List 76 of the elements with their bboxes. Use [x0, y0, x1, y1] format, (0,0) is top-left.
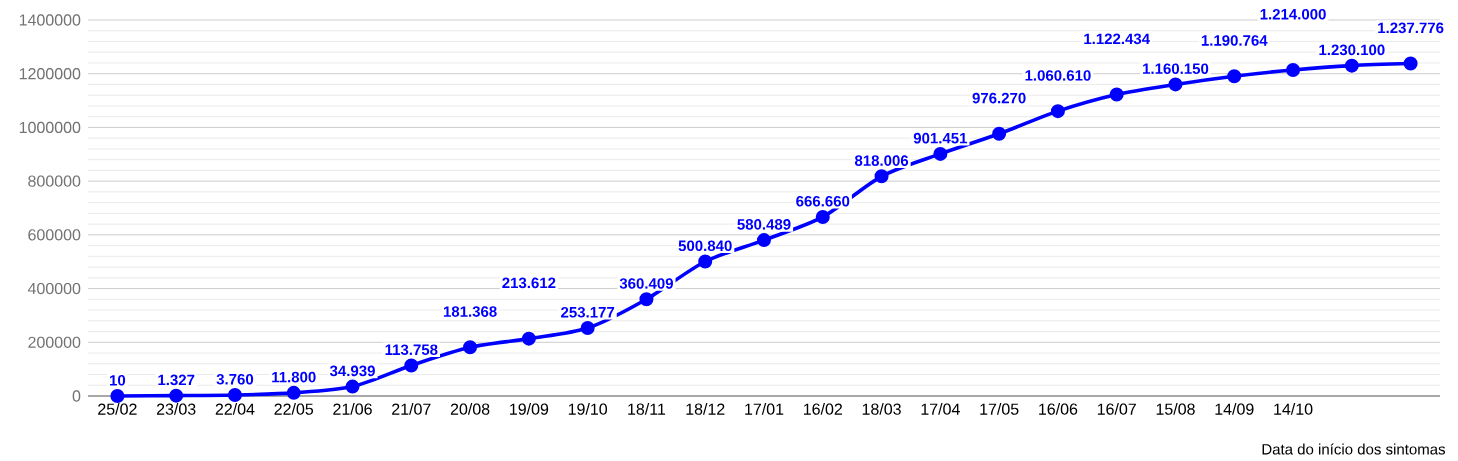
point: [1050, 104, 1065, 119]
data-label: 976.270: [972, 92, 1026, 104]
data-label: 253.177: [561, 306, 615, 318]
x-tick-label: 16/06: [1039, 403, 1078, 415]
data-label: 666.660: [796, 195, 850, 207]
x-tick-label: 16/07: [1097, 403, 1136, 415]
x-tick-label: 17/05: [980, 403, 1019, 415]
y-tick-label: 400000: [27, 282, 81, 295]
x-tick-label: 19/10: [568, 403, 608, 415]
x-tick-label: 14/09: [1215, 403, 1254, 415]
data-label: 1.160.150: [1143, 63, 1209, 75]
point: [345, 379, 360, 394]
point: [815, 209, 830, 224]
data-label: 901.451: [913, 132, 968, 144]
y-tick-label: 600000: [28, 229, 81, 241]
point: [698, 254, 713, 269]
point: [463, 340, 478, 355]
y-tick-label: 0: [72, 390, 81, 402]
data-label: 1.237.776: [1378, 22, 1444, 34]
data-label: 181.368: [443, 306, 497, 317]
point: [110, 388, 125, 403]
data-label: 11.800: [272, 371, 316, 383]
data-label: 500.840: [678, 240, 732, 252]
point: [1344, 58, 1359, 73]
point: [521, 331, 536, 346]
data-label: 10: [109, 374, 126, 386]
x-tick-label: 25/02: [98, 403, 137, 415]
data-label: 34.939: [329, 365, 375, 377]
data-label: 1.060.610: [1025, 70, 1091, 81]
data-label: 113.758: [385, 344, 438, 356]
y-tick-label: 1400000: [19, 14, 81, 26]
x-tick-label: 17/04: [921, 403, 960, 415]
x-tick-label: 18/11: [628, 403, 666, 415]
x-tick-label: 20/08: [450, 403, 490, 415]
x-tick-label: 21/06: [333, 403, 372, 415]
data-label: 1.327: [158, 374, 195, 386]
point: [1168, 77, 1183, 92]
x-tick-label: 18/12: [686, 403, 725, 415]
x-tick-label: 18/03: [862, 403, 901, 415]
x-tick-label: 16/02: [803, 403, 842, 415]
point: [227, 387, 242, 402]
point: [933, 146, 948, 161]
data-label: 818.006: [854, 155, 909, 166]
point: [580, 321, 595, 335]
point: [404, 358, 419, 373]
point: [1227, 69, 1242, 84]
data-label: 213.612: [502, 277, 556, 289]
point: [639, 292, 654, 307]
point: [874, 169, 889, 184]
point: [286, 385, 301, 400]
x-tick-label: 17/01: [745, 403, 784, 415]
data-label: 580.489: [737, 219, 791, 230]
data-label: 360.409: [619, 278, 673, 289]
x-tick-label: 23/03: [156, 403, 196, 415]
x-tick-label: 22/04: [215, 403, 255, 415]
y-tick-label: 1200000: [19, 68, 81, 80]
x-tick-label: 15/08: [1156, 403, 1195, 415]
point: [757, 233, 771, 248]
data-label: 3.760: [216, 373, 254, 385]
y-tick-label: 200000: [28, 336, 81, 348]
data-label: 1.122.434: [1084, 33, 1150, 45]
data-label: 1.190.764: [1201, 35, 1268, 46]
point: [1109, 87, 1124, 102]
x-tick-label: 21/07: [392, 403, 431, 415]
y-tick-label: 1000000: [19, 121, 81, 134]
data-label: 1.230.100: [1319, 44, 1385, 56]
y-tick-label: 800000: [28, 175, 81, 187]
point: [1403, 56, 1418, 71]
point: [169, 388, 184, 403]
x-tick-label: 14/10: [1274, 403, 1313, 415]
data-label: 1.214.000: [1260, 8, 1326, 20]
point: [992, 126, 1007, 141]
point: [1286, 62, 1301, 77]
x-axis-title: Data do início dos sintomas: [1262, 443, 1446, 455]
x-tick-label: 22/05: [274, 403, 314, 415]
x-tick-label: 19/09: [510, 403, 549, 415]
